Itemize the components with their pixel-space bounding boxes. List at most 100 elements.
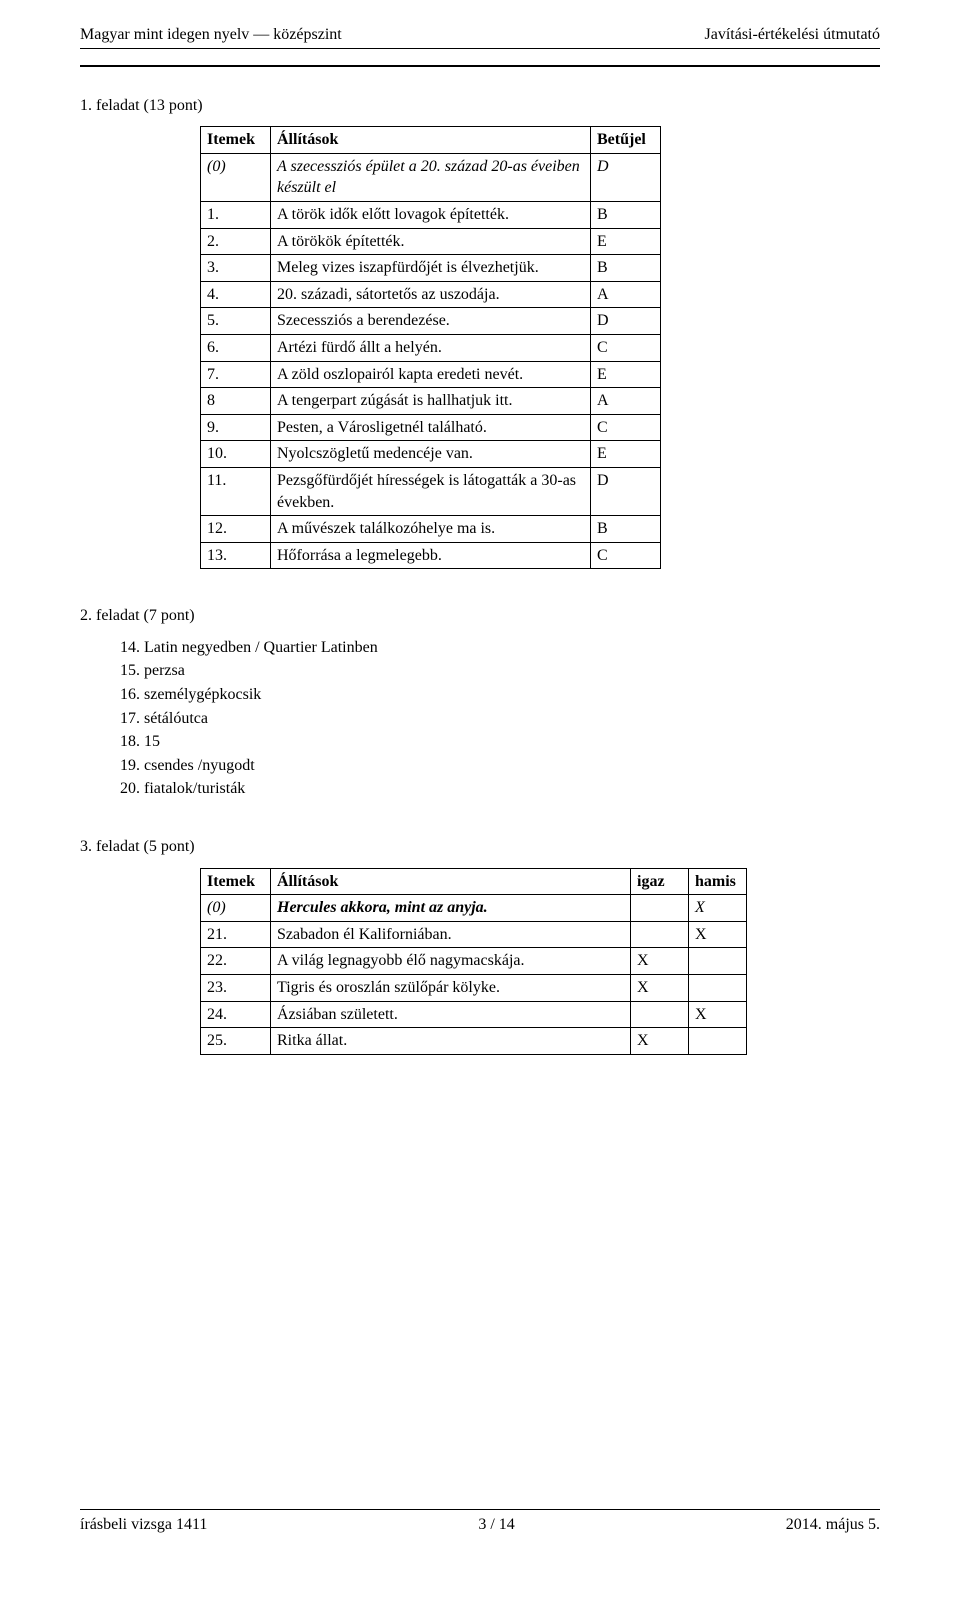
task1-stmt-cell: Meleg vizes iszapfürdőjét is élvezhetjük… [271,255,591,282]
task1-stmt-cell: Szecessziós a berendezése. [271,308,591,335]
table-row: 23.Tigris és oroszlán szülőpár kölyke.X [201,975,747,1002]
list-item: 18. 15 [120,731,880,753]
header-left: Magyar mint idegen nyelv — középszint [80,24,342,46]
task1-item-cell: 5. [201,308,271,335]
footer-center: 3 / 14 [478,1514,514,1536]
task3-col-item: Itemek [201,868,271,895]
page-footer: írásbeli vizsga 1411 3 / 14 2014. május … [80,1509,880,1536]
page-header: Magyar mint idegen nyelv — középszint Ja… [80,24,880,49]
footer-rule [80,1509,880,1510]
table-row: (0)A szecessziós épület a 20. század 20-… [201,153,661,201]
task1-letter-cell: B [591,516,661,543]
task1-col-item: Itemek [201,127,271,154]
task1-table: Itemek Állítások Betűjel (0)A szecesszió… [200,126,661,569]
task1-stmt-cell: A művészek találkozóhelye ma is. [271,516,591,543]
table-header-row: Itemek Állítások igaz hamis [201,868,747,895]
task1-letter-cell: C [591,334,661,361]
task3-false-cell [689,948,747,975]
task1-item-cell: 3. [201,255,271,282]
task3-stmt-cell: Ritka állat. [271,1028,631,1055]
task1-table-wrap: Itemek Állítások Betűjel (0)A szecesszió… [200,126,880,569]
task1-letter-cell: E [591,228,661,255]
task1-stmt-cell: A zöld oszlopairól kapta eredeti nevét. [271,361,591,388]
task3-item-cell: 24. [201,1001,271,1028]
task1-letter-cell: C [591,542,661,569]
task1-stmt-cell: A török idők előtt lovagok építették. [271,201,591,228]
task3-item-cell: (0) [201,895,271,922]
table-row: 10.Nyolcszögletű medencéje van.E [201,441,661,468]
table-row: 22.A világ legnagyobb élő nagymacskája.X [201,948,747,975]
task1-letter-cell: B [591,255,661,282]
task1-item-cell: 1. [201,201,271,228]
task1-item-cell: 8 [201,388,271,415]
task3-table-wrap: Itemek Állítások igaz hamis (0)Hercules … [200,868,880,1055]
table-row: 5.Szecessziós a berendezése.D [201,308,661,335]
list-item: 14. Latin negyedben / Quartier Latinben [120,637,880,659]
table-row: 25.Ritka állat.X [201,1028,747,1055]
task3-title: 3. feladat (5 pont) [80,836,880,858]
page: Magyar mint idegen nyelv — középszint Ja… [40,0,920,1560]
table-row: 8A tengerpart zúgását is hallhatjuk itt.… [201,388,661,415]
task1-stmt-cell: A szecessziós épület a 20. század 20-as … [271,153,591,201]
task3-false-cell: X [689,1001,747,1028]
task1-item-cell: 4. [201,281,271,308]
task1-letter-cell: B [591,201,661,228]
table-row: 24.Ázsiában született. X [201,1001,747,1028]
task1-stmt-cell: A törökök építették. [271,228,591,255]
task3-col-true: igaz [631,868,689,895]
task1-col-letter: Betűjel [591,127,661,154]
table-row: 4.20. századi, sátortetős az uszodája.A [201,281,661,308]
table-row: 12.A művészek találkozóhelye ma is.B [201,516,661,543]
table-row: 9.Pesten, a Városligetnél található.C [201,414,661,441]
task3-item-cell: 25. [201,1028,271,1055]
table-row: 11.Pezsgőfürdőjét hírességek is látogatt… [201,467,661,515]
footer-right: 2014. május 5. [786,1514,880,1536]
task3-table: Itemek Állítások igaz hamis (0)Hercules … [200,868,747,1055]
task1-letter-cell: A [591,388,661,415]
task3-true-cell: X [631,1028,689,1055]
task1-section: 1. feladat (13 pont) Itemek Állítások Be… [80,95,880,570]
task1-item-cell: 11. [201,467,271,515]
table-header-row: Itemek Állítások Betűjel [201,127,661,154]
task1-stmt-cell: A tengerpart zúgását is hallhatjuk itt. [271,388,591,415]
task1-item-cell: 7. [201,361,271,388]
task3-true-cell [631,1001,689,1028]
task1-item-cell: 9. [201,414,271,441]
table-row: 1.A török idők előtt lovagok építették.B [201,201,661,228]
task3-false-cell [689,975,747,1002]
header-right: Javítási-értékelési útmutató [705,24,881,46]
task1-letter-cell: C [591,414,661,441]
task1-letter-cell: E [591,441,661,468]
task3-stmt-cell: Tigris és oroszlán szülőpár kölyke. [271,975,631,1002]
task3-true-cell: X [631,975,689,1002]
task1-letter-cell: D [591,308,661,335]
task1-item-cell: (0) [201,153,271,201]
task1-col-stmt: Állítások [271,127,591,154]
task1-item-cell: 13. [201,542,271,569]
list-item: 15. perzsa [120,660,880,682]
table-row: 6.Artézi fürdő állt a helyén.C [201,334,661,361]
table-row: 2.A törökök építették.E [201,228,661,255]
task1-title: 1. feladat (13 pont) [80,95,880,117]
task1-item-cell: 12. [201,516,271,543]
task1-stmt-cell: Artézi fürdő állt a helyén. [271,334,591,361]
task3-false-cell [689,1028,747,1055]
task2-list: 14. Latin negyedben / Quartier Latinben1… [120,637,880,800]
table-row: 13.Hőforrása a legmelegebb.C [201,542,661,569]
task3-stmt-cell: Ázsiában született. [271,1001,631,1028]
task1-stmt-cell: Pezsgőfürdőjét hírességek is látogatták … [271,467,591,515]
task1-letter-cell: A [591,281,661,308]
table-row: (0)Hercules akkora, mint az anyja.X [201,895,747,922]
list-item: 19. csendes /nyugodt [120,755,880,777]
task1-letter-cell: D [591,153,661,201]
task1-item-cell: 10. [201,441,271,468]
task3-false-cell: X [689,895,747,922]
task1-letter-cell: D [591,467,661,515]
task3-stmt-cell: Szabadon él Kaliforniában. [271,921,631,948]
task3-item-cell: 23. [201,975,271,1002]
table-row: 3.Meleg vizes iszapfürdőjét is élvezhetj… [201,255,661,282]
list-item: 16. személygépkocsik [120,684,880,706]
task3-false-cell: X [689,921,747,948]
task1-stmt-cell: Hőforrása a legmelegebb. [271,542,591,569]
task3-col-false: hamis [689,868,747,895]
